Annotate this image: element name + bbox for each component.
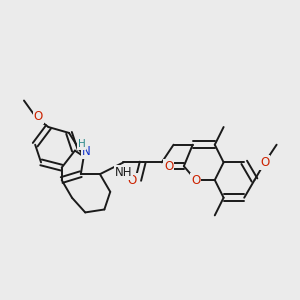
- Text: O: O: [34, 110, 43, 123]
- Text: O: O: [128, 173, 137, 187]
- Text: O: O: [191, 173, 200, 187]
- Text: O: O: [164, 160, 173, 173]
- Text: NH: NH: [115, 166, 132, 178]
- Text: O: O: [260, 156, 269, 169]
- Text: N: N: [82, 145, 91, 158]
- Text: H: H: [77, 139, 85, 149]
